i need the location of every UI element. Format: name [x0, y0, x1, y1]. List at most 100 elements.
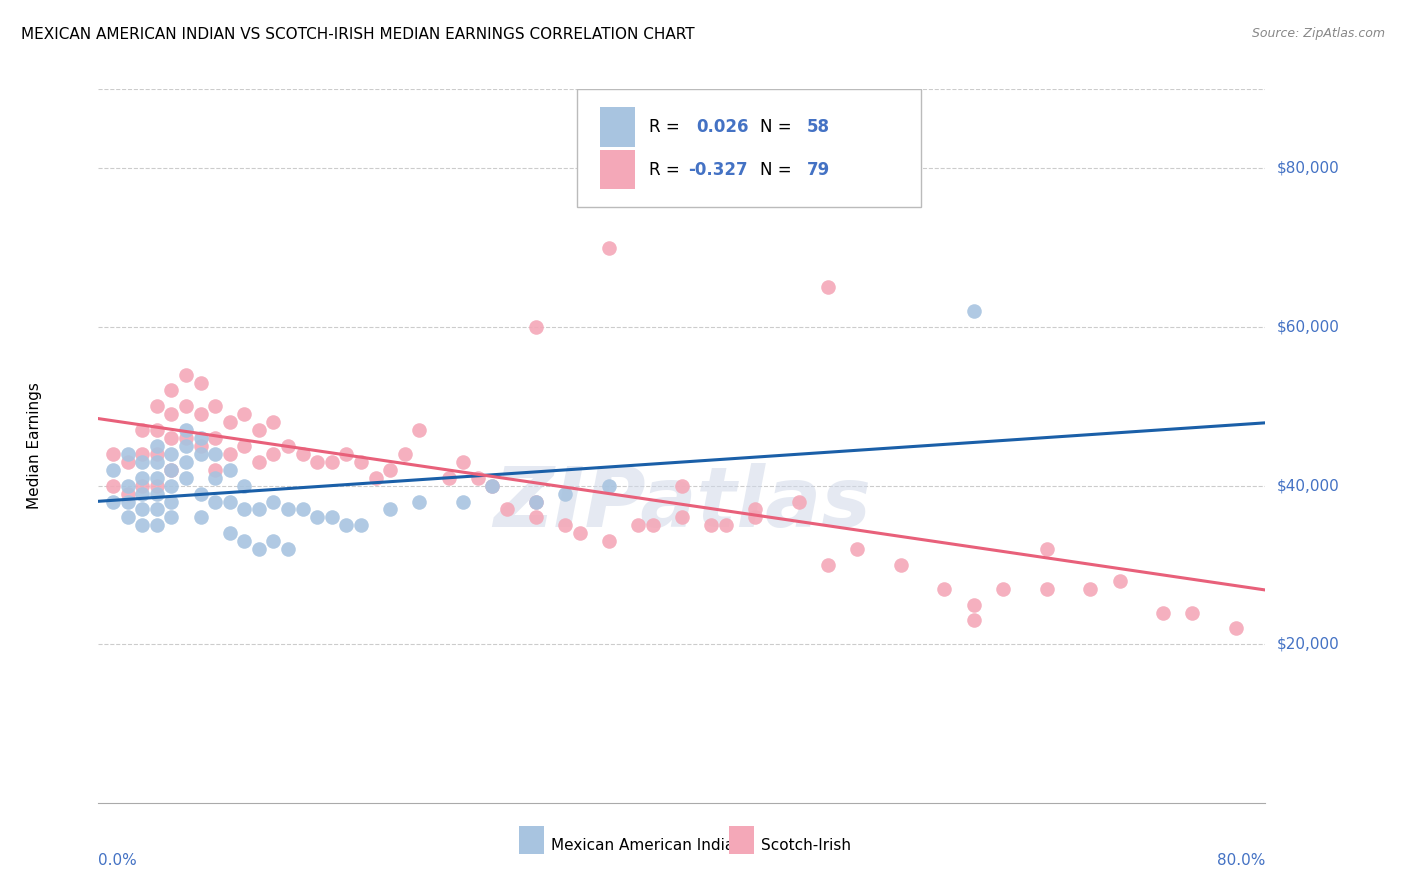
- Point: [160, 384, 183, 398]
- Point: [218, 447, 240, 461]
- Point: [598, 478, 620, 492]
- Point: [204, 494, 226, 508]
- Text: 58: 58: [807, 118, 830, 136]
- Point: [190, 376, 212, 390]
- Point: [671, 510, 693, 524]
- Text: 80.0%: 80.0%: [1218, 853, 1265, 868]
- Bar: [600, 107, 636, 146]
- Point: [524, 510, 547, 524]
- Point: [524, 494, 547, 508]
- Point: [117, 510, 139, 524]
- FancyBboxPatch shape: [576, 89, 921, 207]
- Point: [146, 471, 169, 485]
- Point: [146, 486, 169, 500]
- Point: [190, 510, 212, 524]
- Point: [962, 304, 984, 318]
- Point: [204, 471, 226, 485]
- Text: R =: R =: [650, 118, 685, 136]
- Text: -0.327: -0.327: [688, 161, 748, 178]
- Point: [817, 280, 839, 294]
- Point: [467, 471, 489, 485]
- Point: [204, 431, 226, 445]
- Point: [131, 471, 153, 485]
- Point: [262, 534, 284, 549]
- Point: [598, 534, 620, 549]
- Point: [568, 526, 591, 541]
- Text: Scotch-Irish: Scotch-Irish: [761, 838, 851, 853]
- Point: [378, 502, 402, 516]
- Point: [451, 494, 474, 508]
- Point: [1035, 542, 1057, 557]
- Point: [101, 447, 124, 461]
- Point: [160, 463, 183, 477]
- Point: [247, 542, 270, 557]
- Point: [131, 502, 153, 516]
- Point: [131, 478, 153, 492]
- Point: [744, 510, 766, 524]
- Point: [174, 400, 197, 414]
- Point: [247, 423, 270, 437]
- Point: [204, 400, 226, 414]
- Text: $40,000: $40,000: [1277, 478, 1340, 493]
- Point: [160, 510, 183, 524]
- Text: $80,000: $80,000: [1277, 161, 1340, 176]
- Point: [146, 439, 169, 453]
- Point: [437, 471, 460, 485]
- Point: [160, 447, 183, 461]
- Point: [364, 471, 387, 485]
- Text: 0.026: 0.026: [696, 118, 748, 136]
- Point: [131, 455, 153, 469]
- Point: [277, 439, 299, 453]
- Text: N =: N =: [761, 161, 797, 178]
- Point: [101, 463, 124, 477]
- Point: [262, 494, 284, 508]
- Point: [495, 502, 517, 516]
- Point: [190, 447, 212, 461]
- Point: [934, 582, 956, 596]
- Point: [233, 534, 256, 549]
- Point: [627, 518, 650, 533]
- Point: [146, 423, 169, 437]
- Point: [277, 502, 299, 516]
- Point: [408, 423, 430, 437]
- Text: $60,000: $60,000: [1277, 319, 1340, 334]
- Point: [598, 241, 620, 255]
- Point: [481, 478, 503, 492]
- Point: [190, 407, 212, 421]
- Point: [131, 486, 153, 500]
- Text: Median Earnings: Median Earnings: [27, 383, 42, 509]
- Point: [160, 463, 183, 477]
- Bar: [728, 826, 754, 855]
- Point: [190, 486, 212, 500]
- Point: [1181, 606, 1204, 620]
- Point: [160, 431, 183, 445]
- Point: [174, 423, 197, 437]
- Bar: [519, 826, 544, 855]
- Point: [890, 558, 912, 572]
- Point: [233, 439, 256, 453]
- Point: [554, 486, 576, 500]
- Point: [218, 415, 240, 429]
- Point: [321, 510, 343, 524]
- Point: [1035, 582, 1057, 596]
- Point: [204, 447, 226, 461]
- Point: [451, 455, 474, 469]
- Point: [160, 494, 183, 508]
- Point: [247, 455, 270, 469]
- Point: [524, 320, 547, 334]
- Point: [378, 463, 402, 477]
- Point: [146, 518, 169, 533]
- Point: [481, 478, 503, 492]
- Point: [262, 447, 284, 461]
- Point: [787, 494, 810, 508]
- Point: [524, 494, 547, 508]
- Point: [277, 542, 299, 557]
- Point: [146, 400, 169, 414]
- Point: [174, 471, 197, 485]
- Text: Source: ZipAtlas.com: Source: ZipAtlas.com: [1251, 27, 1385, 40]
- Point: [291, 447, 314, 461]
- Point: [307, 510, 329, 524]
- Point: [744, 502, 766, 516]
- Point: [962, 614, 984, 628]
- Point: [335, 447, 357, 461]
